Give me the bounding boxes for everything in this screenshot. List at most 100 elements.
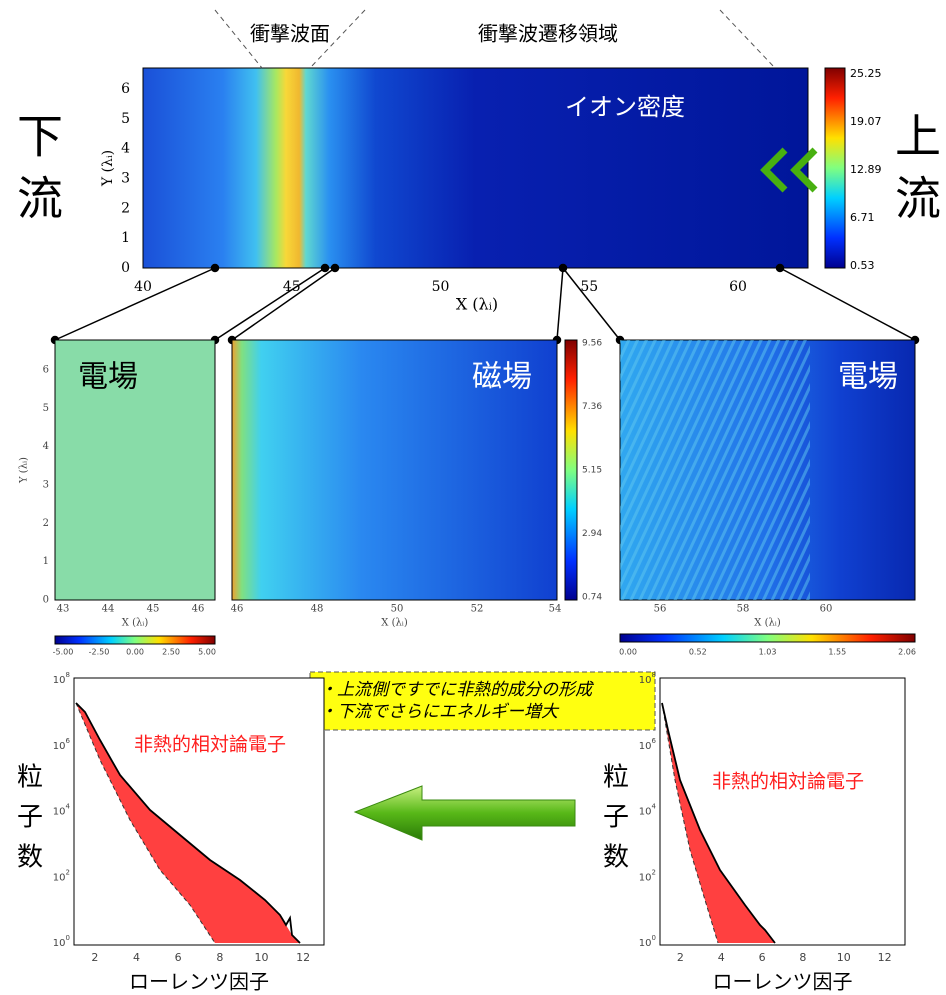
x-tick-label: 56: [654, 604, 667, 615]
y-tick-label: 4: [121, 141, 130, 157]
annotation: 非熱的相対論電子: [134, 734, 286, 756]
x-tick-label: 12: [296, 951, 310, 964]
colorbar-label: 2.06: [898, 648, 916, 657]
y-tick-label: 1: [121, 230, 130, 246]
colorbar-label: 12.89: [850, 163, 882, 176]
tick-exponent: 2: [66, 868, 70, 876]
annotation: 非熱的相対論電子: [712, 771, 864, 793]
tick-exponent: 8: [652, 671, 656, 679]
colorbar-label: 2.94: [582, 529, 602, 539]
x-tick-label: 8: [799, 951, 806, 964]
y-tick-label: 104: [53, 803, 71, 818]
y-tick-label: 2: [121, 200, 130, 216]
y-axis-label: 子: [17, 803, 43, 833]
tick-base: 10: [639, 675, 652, 686]
colorbar-label: 9.56: [582, 339, 602, 349]
y-axis-label: 粒: [17, 763, 43, 793]
y-tick-label: 0: [43, 595, 49, 606]
y-tick-label: 4: [43, 441, 49, 452]
colorbar-label: 1.55: [828, 648, 846, 657]
y-tick-label: 108: [53, 671, 70, 686]
y-tick-label: 102: [639, 868, 656, 883]
x-tick-label: 6: [759, 951, 766, 964]
colorbar-label: 0.00: [619, 648, 637, 657]
y-axis-label: Y (λᵢ): [19, 457, 30, 484]
x-axis-label: X (λᵢ): [456, 295, 498, 314]
x-tick-label: 52: [471, 604, 484, 615]
x-tick-label: 4: [133, 951, 140, 964]
x-tick-label: 55: [580, 279, 598, 295]
tick-exponent: 0: [66, 934, 70, 942]
upstream-label: 上: [895, 110, 941, 164]
transition-label: 衝撃波遷移領域: [478, 22, 618, 46]
x-tick-label: 8: [216, 951, 223, 964]
tick-exponent: 8: [66, 671, 70, 679]
x-tick-label: 60: [820, 604, 833, 615]
colorbar-label: 0.52: [689, 648, 707, 657]
downstream-label: 流: [17, 172, 63, 226]
y-tick-label: 6: [43, 365, 49, 376]
tick-exponent: 4: [652, 803, 657, 811]
note-line: ・下流でさらにエネルギー増大: [320, 702, 560, 722]
y-tick-label: 0: [121, 260, 130, 276]
y-tick-label: 2: [43, 518, 49, 529]
arrow: [355, 786, 575, 840]
x-tick-label: 2: [91, 951, 98, 964]
y-tick-label: 5: [43, 403, 49, 414]
upstream-label: 流: [895, 172, 941, 226]
top-heatmap: [143, 68, 808, 268]
x-tick-label: 45: [283, 279, 301, 295]
x-tick-label: 10: [255, 951, 269, 964]
y-axis-label: 数: [603, 843, 629, 873]
colorbar-label: 19.07: [850, 115, 882, 128]
y-tick-label: 104: [639, 803, 657, 818]
colorbar-label: 0.00: [126, 648, 144, 657]
tick-base: 10: [53, 675, 66, 686]
tick-exponent: 6: [66, 737, 71, 745]
panel-label: 電場: [78, 360, 138, 395]
y-axis-label: 粒: [603, 763, 629, 793]
colorbar-label: 1.03: [759, 648, 777, 657]
y-tick-label: 100: [53, 934, 70, 949]
y-tick-label: 106: [639, 737, 657, 752]
tick-exponent: 4: [66, 803, 71, 811]
colorbar-label: 5.15: [582, 466, 602, 476]
x-tick-label: 6: [175, 951, 182, 964]
x-tick-label: 44: [102, 604, 115, 615]
tick-base: 10: [53, 807, 66, 818]
x-tick-label: 2: [677, 951, 684, 964]
y-tick-label: 5: [121, 111, 130, 127]
x-tick-label: 43: [57, 604, 70, 615]
quantity-label: イオン密度: [565, 93, 685, 121]
x-tick-label: 60: [729, 279, 747, 295]
y-axis-label: Y (λᵢ): [100, 150, 116, 187]
figure: 衝撃波面衝撃波遷移領域イオン密度下流上流40455055600123456X (…: [0, 0, 946, 995]
tick-base: 10: [639, 872, 652, 883]
x-axis-label: X (λᵢ): [754, 618, 781, 629]
y-tick-label: 102: [53, 868, 70, 883]
tick-exponent: 6: [652, 737, 657, 745]
x-tick-label: 45: [147, 604, 160, 615]
x-tick-label: 58: [737, 604, 750, 615]
top-colorbar: [825, 68, 845, 268]
tick-base: 10: [53, 741, 66, 752]
note-line: ・上流側ですでに非熱的成分の形成: [320, 680, 595, 700]
colorbar-label: -2.50: [89, 648, 110, 657]
x-axis-label: X (λᵢ): [381, 618, 408, 629]
x-tick-label: 46: [192, 604, 205, 615]
tick-base: 10: [639, 807, 652, 818]
panel-label: 電場: [838, 360, 898, 395]
y-tick-label: 1: [43, 556, 49, 567]
y-axis-label: 子: [603, 803, 629, 833]
colorbar-label: 0.53: [850, 259, 875, 272]
shock-front-label: 衝撃波面: [250, 22, 330, 46]
tick-exponent: 0: [652, 934, 656, 942]
y-tick-label: 3: [121, 171, 130, 187]
y-tick-label: 100: [639, 934, 656, 949]
panel-label: 磁場: [472, 360, 532, 395]
tick-base: 10: [639, 938, 652, 949]
colorbar-label: 25.25: [850, 67, 882, 80]
x-tick-label: 48: [311, 604, 324, 615]
colorbar-label: -5.00: [53, 648, 74, 657]
y-tick-label: 106: [53, 737, 71, 752]
